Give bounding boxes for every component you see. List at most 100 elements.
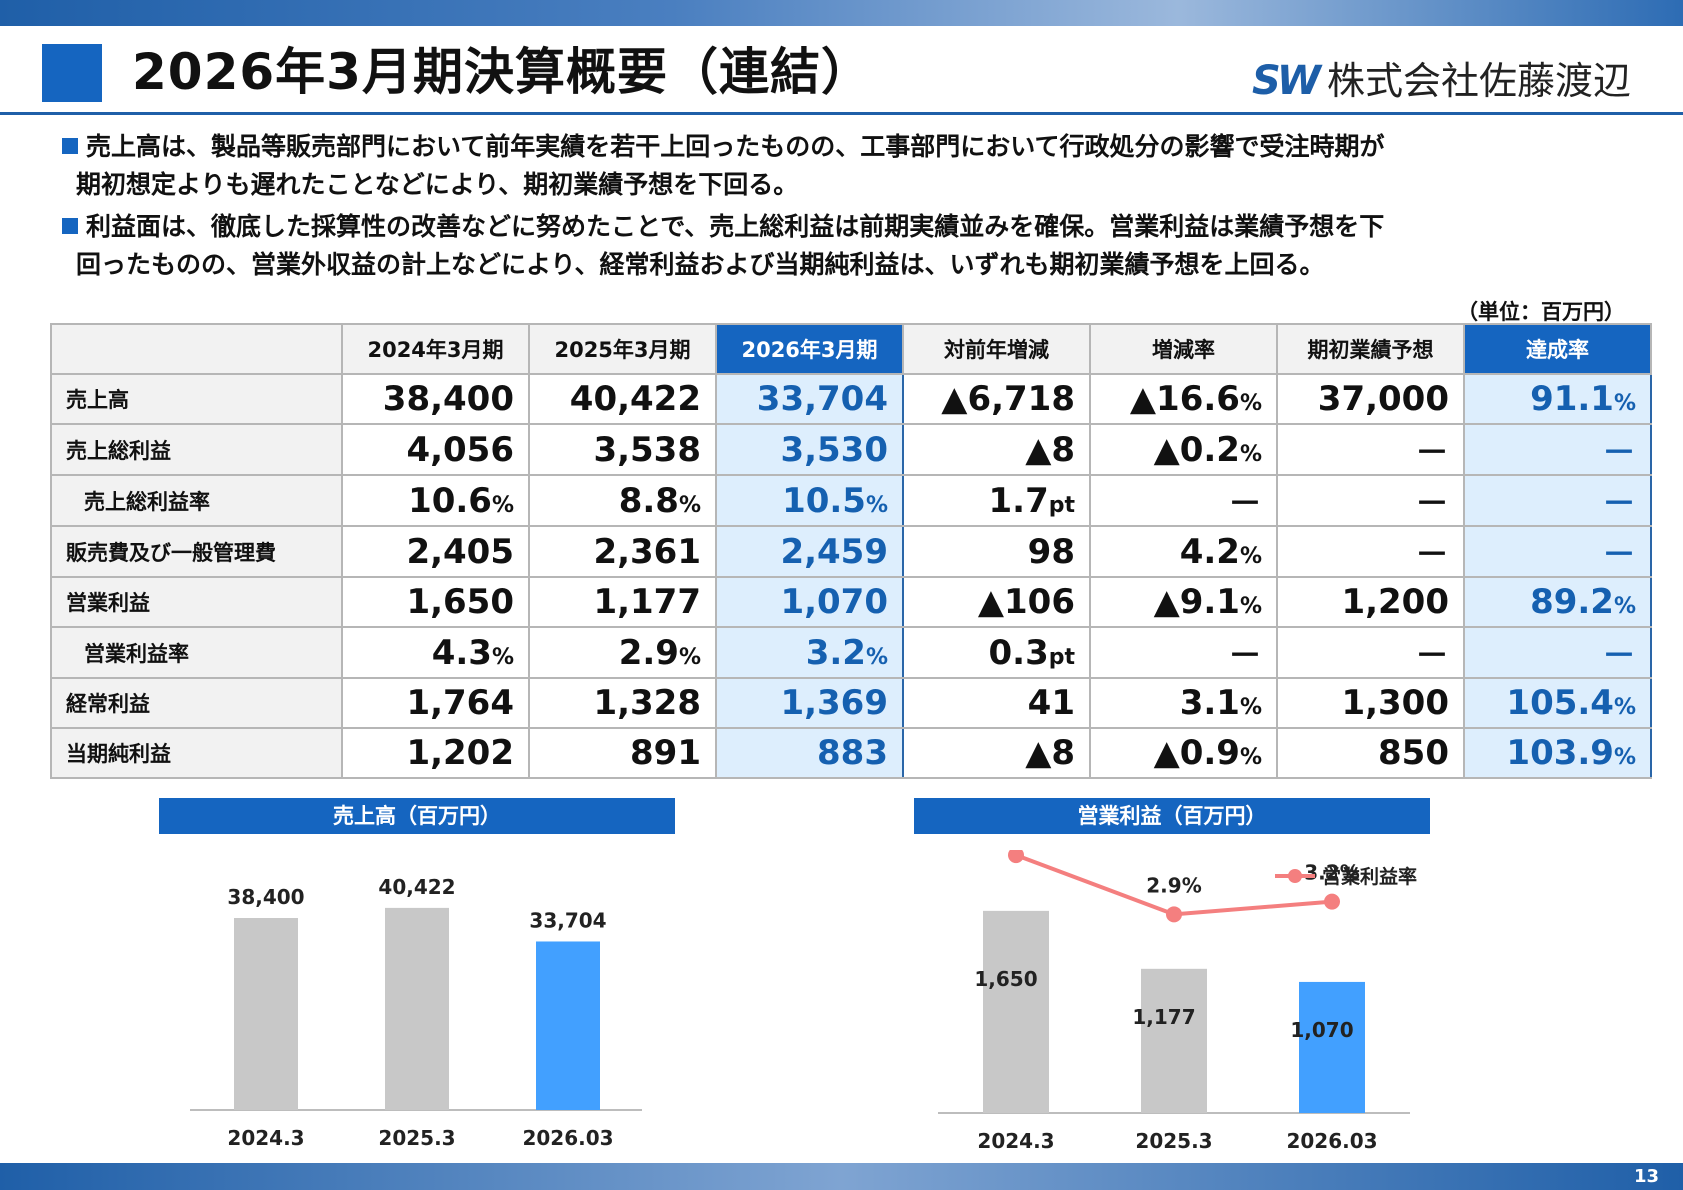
table-header-fy2026: 2026年3月期 [715,323,904,375]
cell-value: 1.7 [988,480,1049,521]
table-row: 売上総利益 4,056 3,538 3,530 ▲8 ▲0.2% － － [50,423,1652,476]
cell-forecast: 1,300 [1276,677,1465,729]
table-row: 営業利益 1,650 1,177 1,070 ▲106 ▲9.1% 1,200 89.2% [50,576,1652,628]
cell-value: 1,328 [593,683,701,723]
bar-value-label: 33,704 [529,908,606,932]
cell-value: 3,538 [593,429,701,470]
legend-marker-icon [1288,869,1302,883]
operating-profit-combo-chart: 1,6502024.31,1772025.31,0702026.034.3%2.… [938,850,1417,1153]
sales-bar [234,918,298,1110]
cell-forecast: － [1276,525,1465,578]
cell-value: 2.9 [618,632,679,673]
cell-yoy-change: ▲8 [902,423,1091,476]
row-label: 営業利益 [50,576,343,628]
cell-change-rate: ▲16.6% [1089,373,1278,425]
cell-yoy-change: ▲6,718 [902,373,1091,425]
cell-achievement: － [1463,474,1652,527]
sales-bar-chart: 38,400 2024.3 40,422 2025.3 33,704 2026.03 [190,875,642,1150]
sales-bar [536,941,600,1110]
row-label: 売上総利益率 [50,474,343,527]
x-tick-label: 2024.3 [227,1126,304,1150]
bullet-text: 利益面は、徹底した採算性の改善などに努めたことで、売上総利益は前期実績並みを確保… [86,212,1385,241]
summary-bullets: 売上高は、製品等販売部門において前年実績を若干上回ったものの、工事部門において行… [62,128,1642,288]
table-row: 当期純利益 1,202 891 883 ▲8 ▲0.9% 850 103.9% [50,727,1652,779]
cell-fy2025: 2,361 [528,525,717,578]
cell-value: 38,400 [382,379,514,419]
operating-margin-point [1324,893,1340,910]
cell-unit: % [1239,745,1262,770]
cell-value: 1,200 [1341,582,1449,622]
cell-fy2025: 891 [528,727,717,779]
cell-unit: % [1613,745,1636,770]
table-header-fy2025: 2025年3月期 [528,323,717,375]
bullet-text-continuation: 回ったものの、営業外収益の計上などにより、経常利益および当期純利益は、いずれも期… [76,250,1325,279]
cell-value: － [1415,433,1449,473]
line-value-label: 3.2% [1304,861,1359,885]
cell-fy2025: 8.8% [528,474,717,527]
operating-margin-point [1008,850,1024,864]
cell-forecast: － [1276,423,1465,476]
cell-unit: % [1239,543,1262,569]
table-row: 販売費及び一般管理費 2,405 2,361 2,459 98 4.2% － － [50,525,1652,578]
cell-value: 10.6 [408,480,492,521]
cell-value: 2,361 [593,531,701,572]
row-label: 経常利益 [50,677,343,729]
cell-value: 1,650 [406,582,514,622]
cell-unit: % [1239,441,1262,467]
cell-fy2026: 1,070 [715,576,904,628]
cell-fy2026: 883 [715,727,904,779]
cell-value: 2,459 [780,531,888,572]
cell-value: 40,422 [569,379,701,419]
cell-unit: % [491,492,514,518]
table-header-achievement: 達成率 [1463,323,1652,375]
cell-unit: % [1613,391,1636,416]
cell-unit: % [678,644,701,670]
cell-change-rate: － [1089,626,1278,679]
page-number: 13 [1633,1166,1659,1187]
cell-value: － [1602,535,1636,575]
x-tick-label: 2025.3 [1135,1129,1212,1153]
cell-unit: pt [1048,492,1075,518]
cell-fy2026: 10.5% [715,474,904,527]
cell-forecast: － [1276,474,1465,527]
sales-bar [385,907,449,1110]
cell-value: 4.3 [431,632,492,673]
cell-achievement: 89.2% [1463,576,1652,628]
cell-value: 37,000 [1317,379,1449,419]
cell-fy2026: 3,530 [715,423,904,476]
company-logo: SW 株式会社佐藤渡辺 [1252,58,1631,104]
cell-value: 98 [1027,531,1075,572]
bullet-text-continuation: 期初想定よりも遅れたことなどにより、期初業績予想を下回る。 [76,170,799,199]
cell-fy2024: 2,405 [341,525,530,578]
cell-change-rate: ▲9.1% [1089,576,1278,628]
cell-value: 1,202 [406,733,514,773]
bullet-square-icon [62,218,78,234]
financial-summary-table: 2024年3月期 2025年3月期 2026年3月期 対前年増減 増減率 期初業… [50,323,1652,779]
cell-value: － [1415,484,1449,524]
operating-profit-bar [1141,968,1207,1113]
title-divider [0,112,1683,115]
table-header-change-rate: 増減率 [1089,323,1278,375]
table-header-forecast: 期初業績予想 [1276,323,1465,375]
cell-value: ▲9.1 [1153,582,1240,622]
bar-value-label: 1,650 [974,967,1037,991]
cell-unit: pt [1048,644,1075,670]
cell-fy2024: 1,764 [341,677,530,729]
cell-value: 1,764 [406,683,514,723]
cell-forecast: 1,200 [1276,576,1465,628]
cell-value: 3.1 [1179,683,1240,723]
cell-achievement: 105.4% [1463,677,1652,729]
cell-change-rate: ▲0.9% [1089,727,1278,779]
bar-value-label: 38,400 [227,885,304,909]
x-tick-label: 2026.03 [522,1126,613,1150]
unit-label: （単位：百万円） [1457,300,1625,324]
x-tick-label: 2025.3 [378,1126,455,1150]
cell-value: 33,704 [756,379,888,419]
bar-value-label: 1,070 [1290,1018,1353,1042]
cell-change-rate: ▲0.2% [1089,423,1278,476]
cell-forecast: 37,000 [1276,373,1465,425]
company-name: 株式会社佐藤渡辺 [1326,59,1631,103]
cell-value: － [1602,484,1636,524]
cell-value: ▲16.6 [1129,379,1240,419]
cell-fy2025: 3,538 [528,423,717,476]
